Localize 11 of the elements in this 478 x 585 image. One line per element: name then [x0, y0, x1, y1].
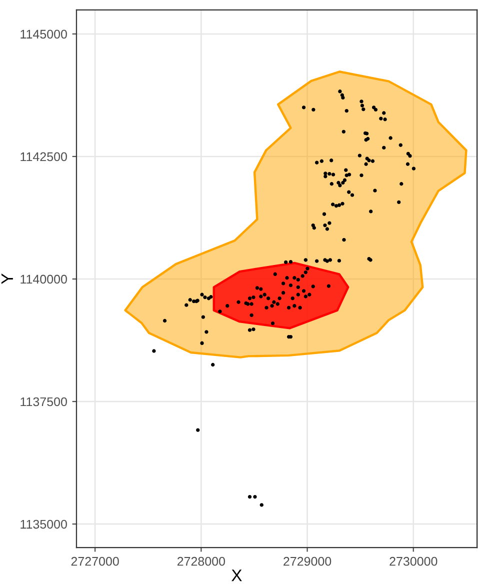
y-axis-title: Y [1, 274, 13, 284]
y-tick-label: 1137500 [20, 397, 67, 406]
x-axis-title: X [232, 570, 242, 582]
x-tick-label: 2729000 [284, 556, 332, 566]
y-tick-label: 1142500 [20, 152, 67, 162]
y-tick-label: 1140000 [20, 274, 67, 284]
y-tick-label: 1145000 [20, 30, 67, 39]
x-tick-label: 2730000 [390, 556, 438, 566]
x-tick-label: 2727000 [71, 556, 119, 566]
x-tick-label: 2728000 [177, 556, 226, 566]
y-tick-label: 1135000 [20, 520, 67, 529]
